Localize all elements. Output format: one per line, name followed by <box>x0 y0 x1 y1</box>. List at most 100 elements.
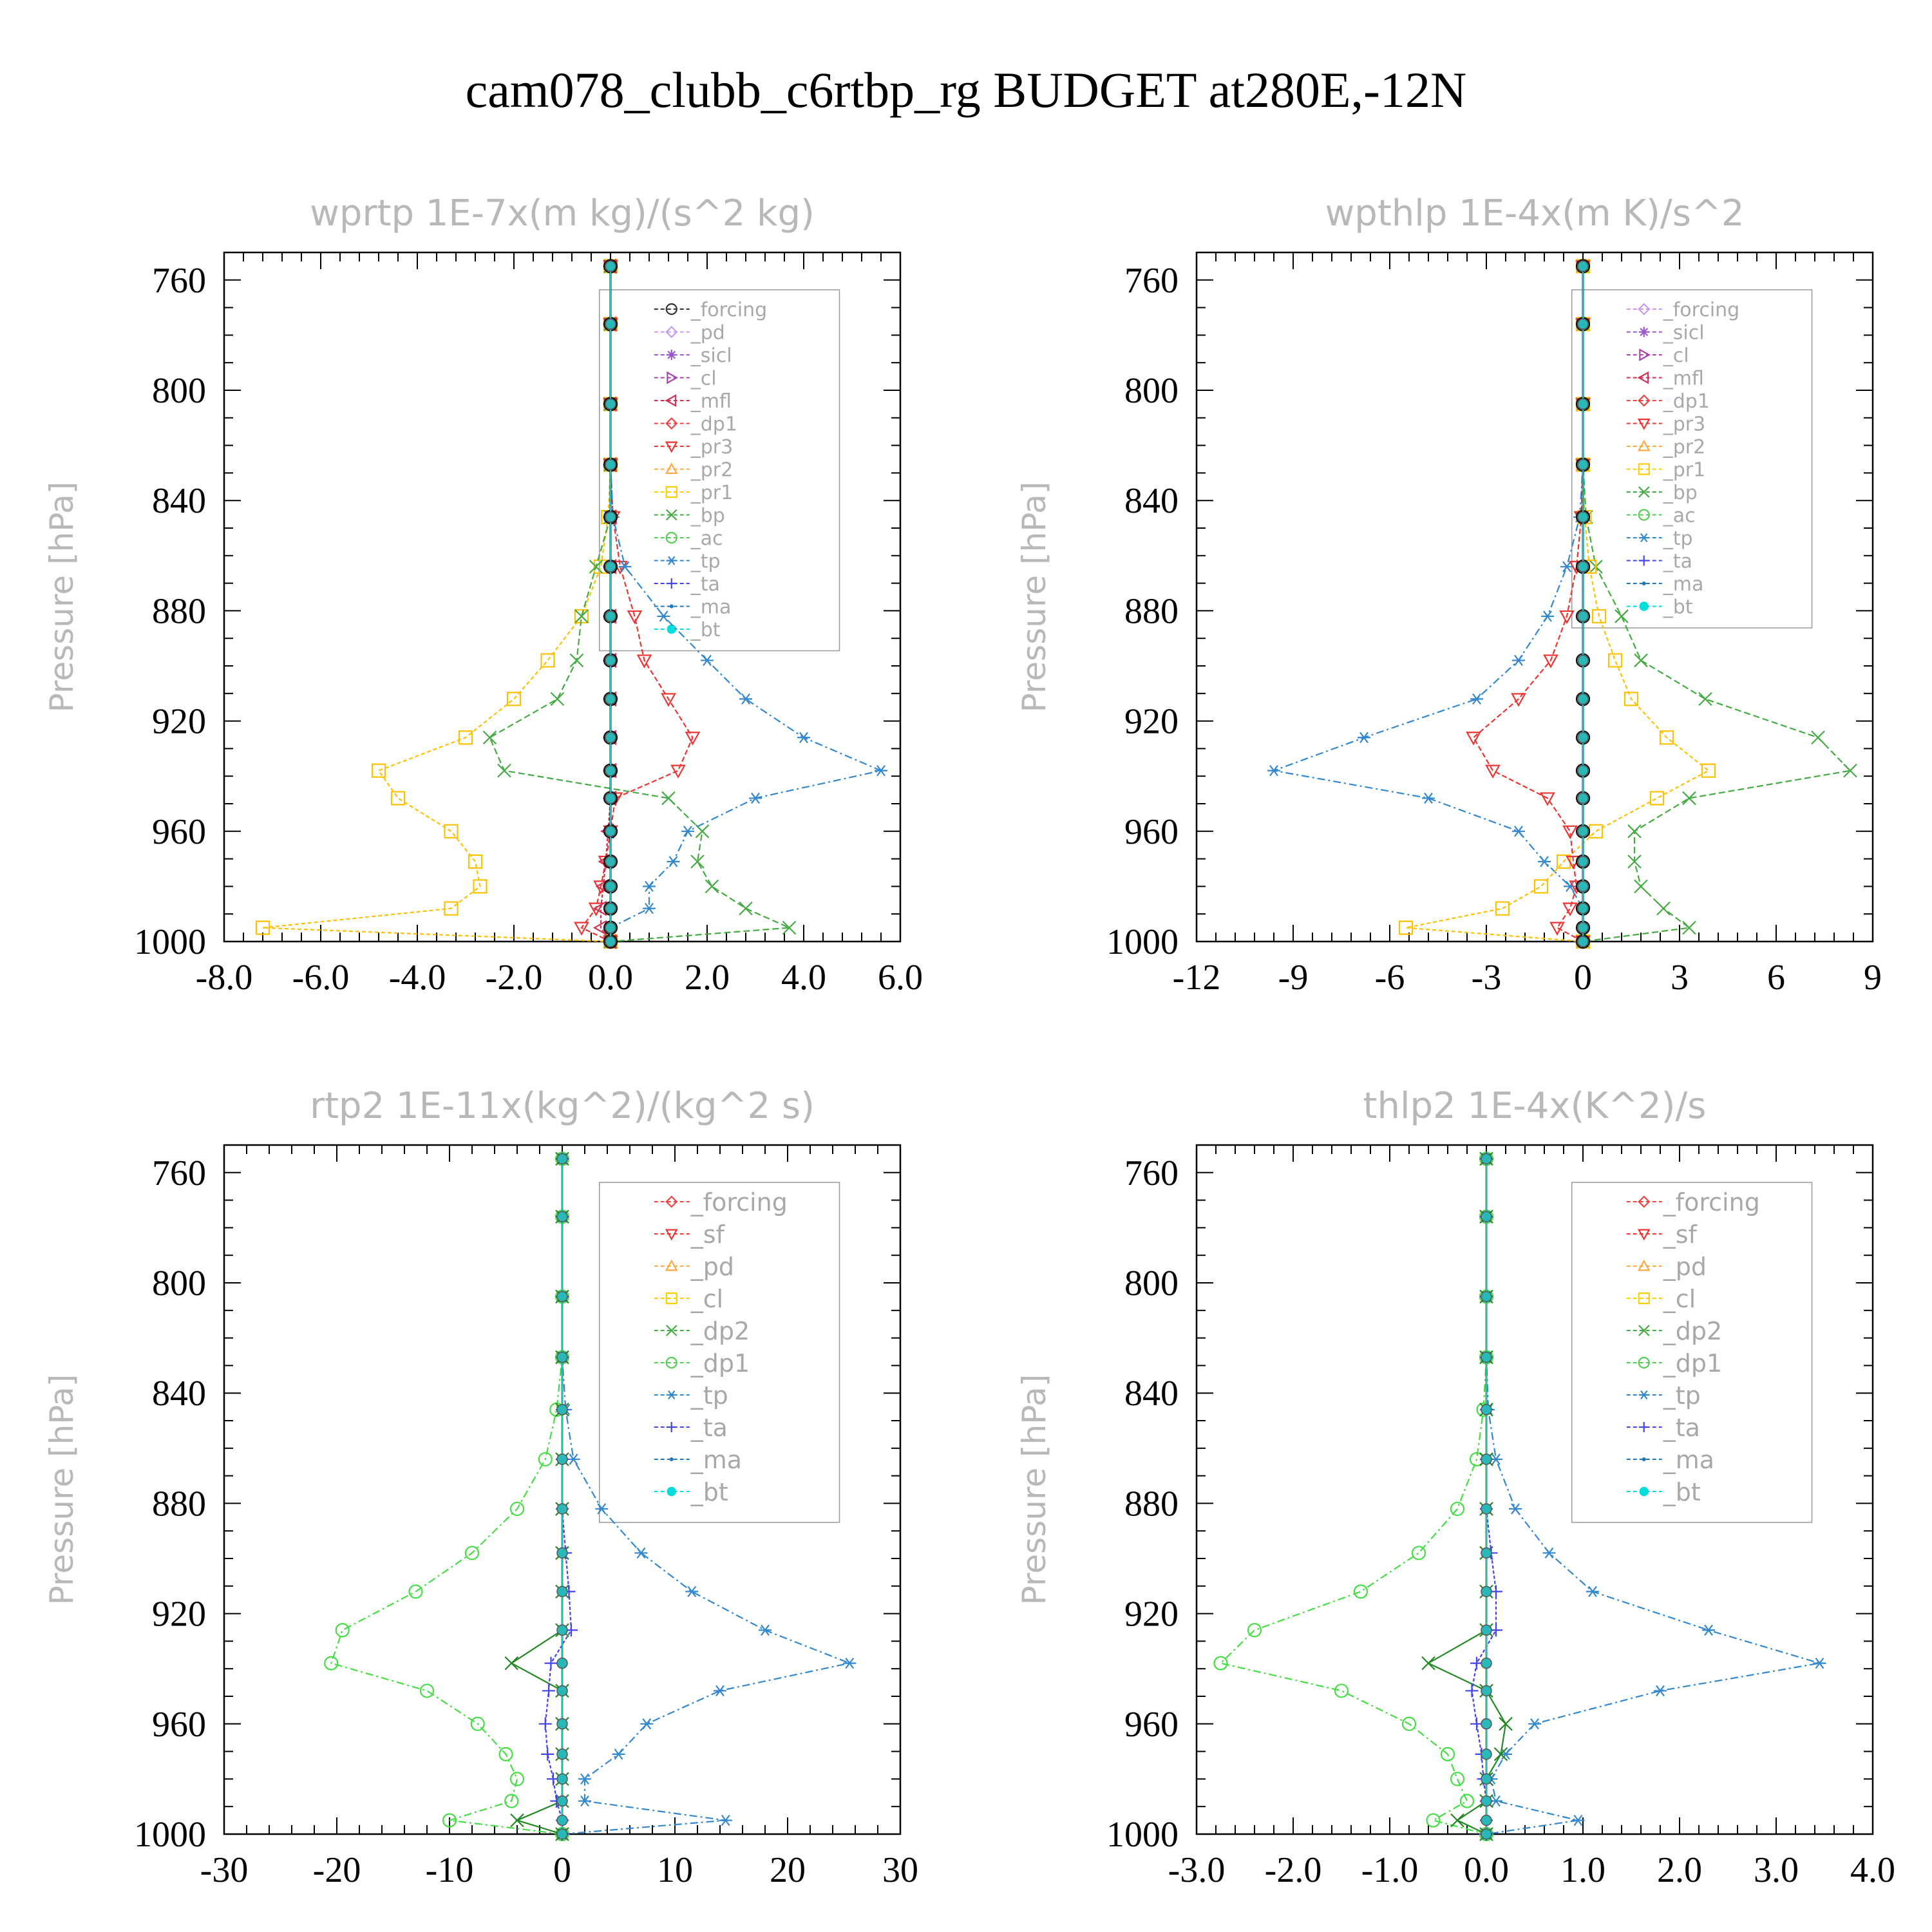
legend-marker <box>667 1486 676 1497</box>
data-point <box>473 879 488 894</box>
legend-marker <box>669 604 674 609</box>
y-tick-label: 960 <box>1124 812 1179 852</box>
data-point <box>1512 654 1525 667</box>
legend-label: _forcing <box>1663 1188 1760 1217</box>
legend-marker <box>666 1422 677 1432</box>
legend-entry: _tp <box>1626 527 1693 550</box>
legend-marker <box>665 1325 677 1336</box>
data-point <box>1541 611 1554 622</box>
data-point <box>1843 763 1857 778</box>
data-point <box>1481 1153 1492 1165</box>
data-point <box>390 791 406 806</box>
data-point <box>1470 693 1483 705</box>
x-tick-label: -12 <box>1173 958 1221 998</box>
legend-label: _pd <box>1663 1253 1707 1281</box>
legend-label: _cl <box>690 368 717 390</box>
data-point <box>634 1547 648 1559</box>
data-point <box>701 654 714 667</box>
data-point <box>1615 609 1629 623</box>
data-point <box>739 693 752 705</box>
data-point <box>749 792 762 804</box>
data-point <box>1549 922 1565 936</box>
data-point <box>605 880 616 893</box>
data-point <box>1481 1404 1492 1416</box>
data-point <box>458 730 473 745</box>
legend-entry: _pr1 <box>1626 459 1705 482</box>
data-point <box>605 922 616 934</box>
x-tick-label: 3.0 <box>1754 1850 1799 1890</box>
data-point <box>1499 1717 1513 1731</box>
x-tick-label: 3 <box>1671 958 1689 998</box>
legend-marker <box>1638 463 1650 475</box>
data-point <box>504 1794 519 1808</box>
legend-label: _bt <box>690 619 721 641</box>
series-line <box>1426 1159 1507 1835</box>
x-tick-label: 2.0 <box>1657 1850 1702 1890</box>
y-tick-label: 880 <box>152 1484 206 1524</box>
legend-marker <box>665 1356 677 1369</box>
data-point <box>556 1814 568 1826</box>
data-point <box>1702 1624 1715 1636</box>
data-point <box>444 824 459 838</box>
data-point <box>1353 1584 1368 1599</box>
data-point <box>1422 792 1435 804</box>
data-point <box>1481 1547 1492 1559</box>
legend-entry: _sf <box>1626 1220 1698 1249</box>
y-axis-label: Pressure [hPa] <box>1016 1374 1053 1605</box>
legend-marker <box>1638 1292 1650 1305</box>
legend-entry: _cl <box>654 1285 723 1313</box>
chart-panel-2: wpthlp 1E-4x(m K)/s^2 Pressure [hPa] 760 80… <box>1016 193 1882 998</box>
data-point <box>578 1795 591 1807</box>
legend-label: _pr1 <box>1663 459 1705 482</box>
y-tick-label: 920 <box>1124 702 1179 742</box>
legend-entry: _ma <box>654 596 731 619</box>
data-point <box>510 1813 524 1828</box>
legend-marker <box>665 509 677 521</box>
data-point <box>544 1656 558 1670</box>
x-tick-label: -2.0 <box>486 958 543 998</box>
y-tick-label: 960 <box>152 812 206 852</box>
data-point <box>498 1747 513 1761</box>
data-point <box>1586 1586 1599 1598</box>
legend-marker <box>1637 439 1651 451</box>
data-point <box>1577 611 1589 622</box>
data-point <box>541 1747 554 1761</box>
data-point <box>556 1153 568 1165</box>
panel-title: wpthlp 1E-4x(m K)/s^2 <box>1325 193 1744 234</box>
data-point <box>1649 791 1665 806</box>
legend-entry: _dp1 <box>654 1349 750 1378</box>
y-tick-label: 1000 <box>1106 922 1179 962</box>
series-line <box>330 1159 564 1835</box>
data-point <box>556 1291 568 1303</box>
data-point <box>618 561 632 573</box>
data-point <box>1528 1718 1541 1730</box>
x-tick-label: -6 <box>1375 958 1405 998</box>
data-point <box>1591 609 1607 624</box>
data-point <box>1334 1683 1349 1698</box>
chart-panel-4: thlp2 1E-4x(K^2)/s Pressure [hPa] 760 800 84… <box>1016 1085 1895 1890</box>
data-point <box>589 560 603 574</box>
legend-label: _ac <box>1663 505 1696 527</box>
legend-entry: _bt <box>654 1478 728 1506</box>
legend-entry: _dp1 <box>654 413 737 436</box>
series-bt <box>1481 1153 1492 1840</box>
data-point <box>1509 1503 1522 1515</box>
data-point <box>1481 1211 1492 1223</box>
data-point <box>1577 902 1589 914</box>
data-point <box>324 1656 339 1671</box>
legend-marker <box>669 1457 674 1461</box>
data-point <box>605 561 616 573</box>
legend-entry: _forcing <box>1626 1188 1760 1217</box>
legend-marker <box>1639 1486 1649 1497</box>
y-tick-label: 840 <box>1124 1374 1179 1414</box>
legend-marker <box>666 1390 677 1400</box>
data-point <box>538 1717 552 1730</box>
data-point <box>588 902 604 916</box>
legend-entry: _ta <box>654 1414 728 1442</box>
legend-label: _forcing <box>690 1188 788 1217</box>
series-line <box>1471 1159 1497 1834</box>
data-point <box>1466 732 1481 746</box>
data-point <box>605 318 616 330</box>
data-point <box>1560 561 1573 573</box>
data-point <box>1481 1773 1492 1785</box>
